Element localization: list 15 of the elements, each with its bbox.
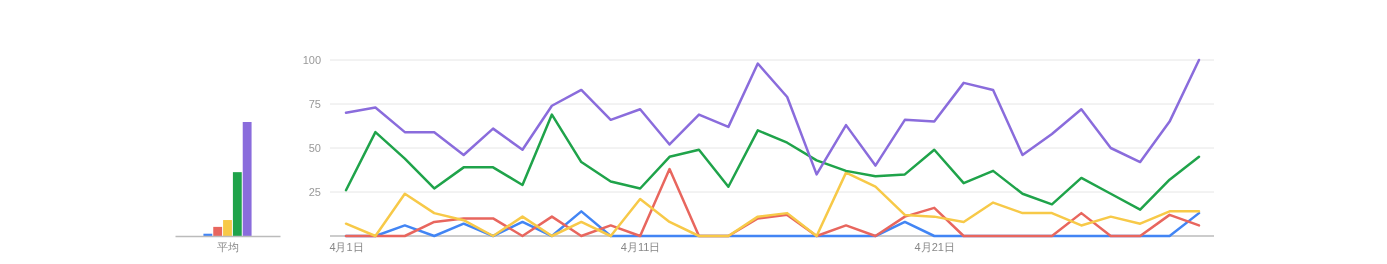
y-tick-label: 100	[302, 54, 321, 67]
line-series	[344, 113, 1201, 211]
x-tick-label: 4月1日	[329, 241, 364, 254]
bar	[213, 226, 223, 236]
x-tick-label: 4月21日	[914, 241, 955, 254]
y-tick-label: 25	[308, 186, 321, 199]
y-tick-label: 50	[308, 142, 321, 155]
bar	[223, 220, 232, 236]
x-tick-label: 平均	[216, 241, 239, 254]
y-tick-label: 75	[308, 98, 321, 111]
bar	[203, 233, 213, 236]
bar	[242, 122, 252, 236]
bar	[232, 172, 242, 236]
x-tick-label: 4月11日	[620, 241, 661, 254]
line-series	[344, 58, 1201, 176]
